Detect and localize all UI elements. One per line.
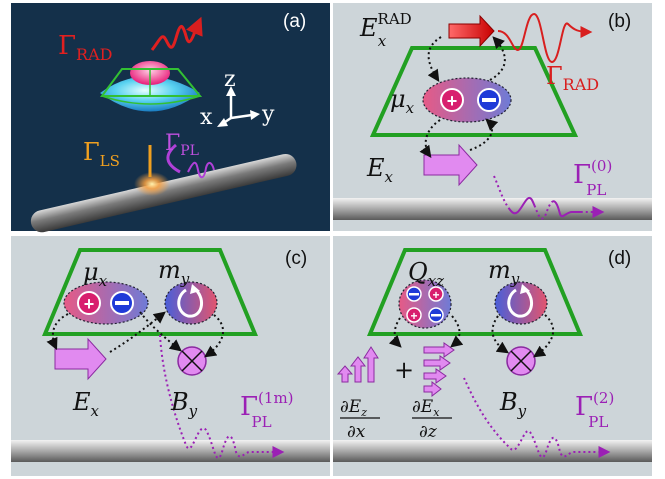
electric-dipole-label-c: μx xyxy=(83,258,108,290)
svg-text:∂x: ∂x xyxy=(347,422,366,442)
quadrupole-charges: + + xyxy=(406,286,444,323)
quadrupole-label: Qxz xyxy=(408,258,444,290)
gamma-rad-label-b: ΓRAD xyxy=(546,62,599,94)
panel-label-d: (d) xyxy=(608,248,631,269)
magnetic-dipole-d xyxy=(494,281,548,325)
plus-charge-icon xyxy=(440,88,464,112)
vertical-gradient-arrows-icon xyxy=(336,346,379,383)
panel-c: + μx my Ex By xyxy=(11,236,330,476)
e-field-arrow-c xyxy=(54,337,107,381)
field-label-b: Ex xyxy=(366,154,394,186)
field-rad-label: ERAD x xyxy=(359,10,412,50)
gamma-rad-label-a: ΓRAD xyxy=(58,31,112,64)
rad-field-arrow xyxy=(448,14,495,48)
axis-y-label: y xyxy=(261,102,275,127)
antenna-outline-c xyxy=(42,248,258,336)
e-field-label-c: Ex xyxy=(72,388,100,420)
svg-text:∂Ez: ∂Ez xyxy=(340,397,367,419)
gamma-pl-label-a: ΓPL xyxy=(165,131,199,159)
gamma-pl-label-d: Γ(2) PL xyxy=(575,389,614,431)
panel-d: + + + xyxy=(333,236,652,476)
magnetic-loop-icon-d xyxy=(507,288,534,318)
horizontal-gradient-arrows-icon xyxy=(423,342,455,398)
pl-coupling-arc xyxy=(166,143,181,174)
svg-text:+: + xyxy=(84,294,95,314)
nanowire-c xyxy=(11,440,330,462)
panel-label-c: (c) xyxy=(285,248,307,269)
into-page-icon xyxy=(177,346,207,376)
panel-b: + ERAD x ΓRAD μx Ex Γ(0) PL (b) xyxy=(333,3,652,231)
magnetic-loop-icon xyxy=(177,288,204,318)
plus-charge-icon-c xyxy=(77,291,101,315)
svg-text:+: + xyxy=(447,91,458,111)
dipole-label-b: μx xyxy=(390,85,415,117)
into-page-icon-d xyxy=(506,346,536,376)
emission-glow xyxy=(134,172,170,196)
svg-text:∂z: ∂z xyxy=(419,422,438,442)
coupling-arrow-d2 xyxy=(450,315,464,348)
antenna-outline-d xyxy=(367,248,583,336)
axis-triad: z x y xyxy=(200,67,275,130)
gamma-pl-label-c: Γ(1m) PL xyxy=(240,389,294,431)
b-field-label-d: By xyxy=(499,388,527,420)
coupling-arrow-d4 xyxy=(533,314,555,358)
svg-text:+: + xyxy=(410,309,417,323)
b-field-label-c: By xyxy=(170,388,198,420)
panel-a: ΓRAD ΓLS ΓPL z x y (a) xyxy=(11,3,330,233)
magnetic-dipole-label-d: my xyxy=(488,256,520,288)
svg-text:+: + xyxy=(432,288,439,302)
panel-d-background xyxy=(333,236,652,476)
pl-wave-icon-a xyxy=(187,161,215,179)
gamma-ls-label: ΓLS xyxy=(83,138,120,170)
rad-wave-icon-b xyxy=(497,12,593,64)
nanoantenna xyxy=(100,61,203,112)
pl-wave-icon-d xyxy=(463,377,611,459)
gamma-pl-label-b: Γ(0) PL xyxy=(573,157,612,199)
gradient-ex-dz-label: ∂Ex ∂z xyxy=(412,397,452,442)
panel-label-a: (a) xyxy=(283,11,306,32)
pl-field-arrow-b xyxy=(423,143,478,187)
magnetic-dipole-label-c: my xyxy=(158,256,190,288)
axis-x-label: x xyxy=(200,105,213,130)
magnetic-dipole-c xyxy=(164,281,218,325)
rad-wave-icon xyxy=(150,16,203,51)
pl-wave-icon-b xyxy=(493,175,605,220)
plus-sign: + xyxy=(394,356,414,384)
panel-label-b: (b) xyxy=(608,11,631,32)
nanowire-d xyxy=(333,440,652,462)
coupling-arrow-d3 xyxy=(491,315,509,354)
gradient-ez-dx-label: ∂Ez ∂x xyxy=(340,397,380,442)
coupling-arrow-c3 xyxy=(139,311,182,352)
coupling-arrow-2 xyxy=(489,36,506,81)
nanowire-b xyxy=(333,198,652,220)
coupling-arrow-c2 xyxy=(109,311,166,353)
axis-z-label: z xyxy=(224,67,236,92)
svg-text:∂Ex: ∂Ex xyxy=(412,397,440,419)
coupling-arrow-c1 xyxy=(46,313,69,351)
